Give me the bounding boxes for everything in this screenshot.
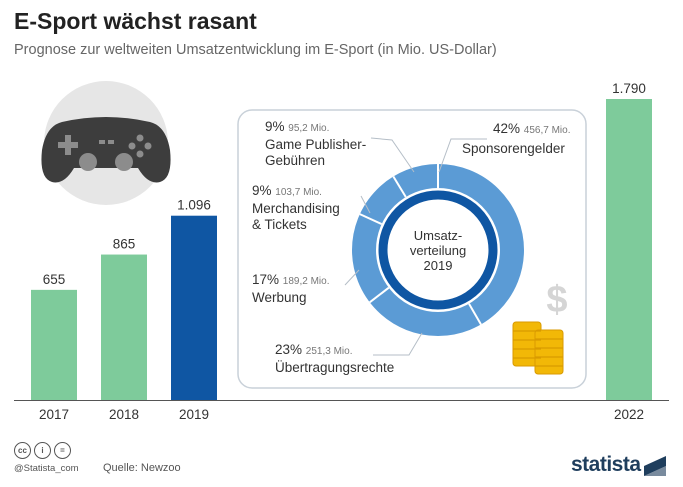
gamepad-icon — [41, 81, 171, 205]
svg-text:$: $ — [546, 279, 567, 321]
slice-name-label: Merchandising — [252, 201, 340, 216]
slice-name-label: & Tickets — [252, 217, 307, 232]
slice-leader-line — [438, 138, 487, 173]
slice-divider-3 — [369, 286, 390, 304]
bar-value-label-2017: 655 — [43, 272, 66, 287]
slice-leader-line — [373, 332, 423, 356]
cc-license-icon[interactable]: cc — [14, 442, 31, 459]
statista-logo-mark-icon — [644, 456, 666, 476]
slice-leader-line — [370, 137, 415, 173]
slice-value-label: 17% 189,2 Mio. — [252, 272, 329, 287]
slice-name-label: Sponsorengelder — [462, 141, 565, 156]
statista-logo[interactable]: statista — [571, 453, 641, 476]
slice-leader-line — [360, 195, 371, 214]
license-icons: cc i = — [14, 442, 71, 459]
bar-value-label-2019: 1.096 — [177, 198, 211, 213]
bar-2019 — [171, 215, 217, 400]
slice-divider-2 — [468, 303, 482, 325]
slice-name-label: Game Publisher- — [265, 137, 366, 152]
x-tick-label-2018: 2018 — [109, 407, 139, 422]
bar-2022 — [606, 99, 652, 400]
attribution-icon[interactable]: i — [34, 442, 51, 459]
bar-value-label-2018: 865 — [113, 237, 136, 252]
bar-2017 — [31, 289, 77, 400]
coins-icon: $ — [512, 279, 568, 375]
bar-2018 — [101, 254, 147, 400]
bar-value-label-2022: 1.790 — [612, 81, 646, 96]
twitter-handle[interactable]: @Statista_com — [14, 463, 79, 474]
donut-center-label: verteilung — [410, 243, 466, 258]
distribution-panel — [237, 109, 587, 389]
no-derivatives-icon[interactable]: = — [54, 442, 71, 459]
donut-inner-ring — [378, 190, 498, 310]
slice-divider-5 — [392, 175, 407, 198]
donut-center-label: Umsatz- — [414, 228, 462, 243]
slice-value-label: 9% 95,2 Mio. — [265, 119, 329, 134]
x-tick-label-2022: 2022 — [614, 407, 644, 422]
slice-name-label: Übertragungsrechte — [275, 360, 394, 375]
slice-name-label: Werbung — [252, 290, 307, 305]
slice-value-label: 42% 456,7 Mio. — [493, 121, 570, 136]
slice-value-label: 23% 251,3 Mio. — [275, 342, 352, 357]
chart-title: E-Sport wächst rasant — [14, 8, 257, 34]
donut-center-label: 2019 — [424, 258, 453, 273]
source-note: Quelle: Newzoo — [103, 462, 181, 474]
chart-subtitle: Prognose zur weltweiten Umsatzentwicklun… — [14, 42, 497, 58]
x-tick-label-2019: 2019 — [179, 407, 209, 422]
slice-leader-line — [344, 269, 360, 286]
slice-name-label: Gebühren — [265, 153, 325, 168]
x-tick-label-2017: 2017 — [39, 407, 69, 422]
slice-value-label: 9% 103,7 Mio. — [252, 183, 322, 198]
slice-divider-4 — [359, 213, 383, 226]
